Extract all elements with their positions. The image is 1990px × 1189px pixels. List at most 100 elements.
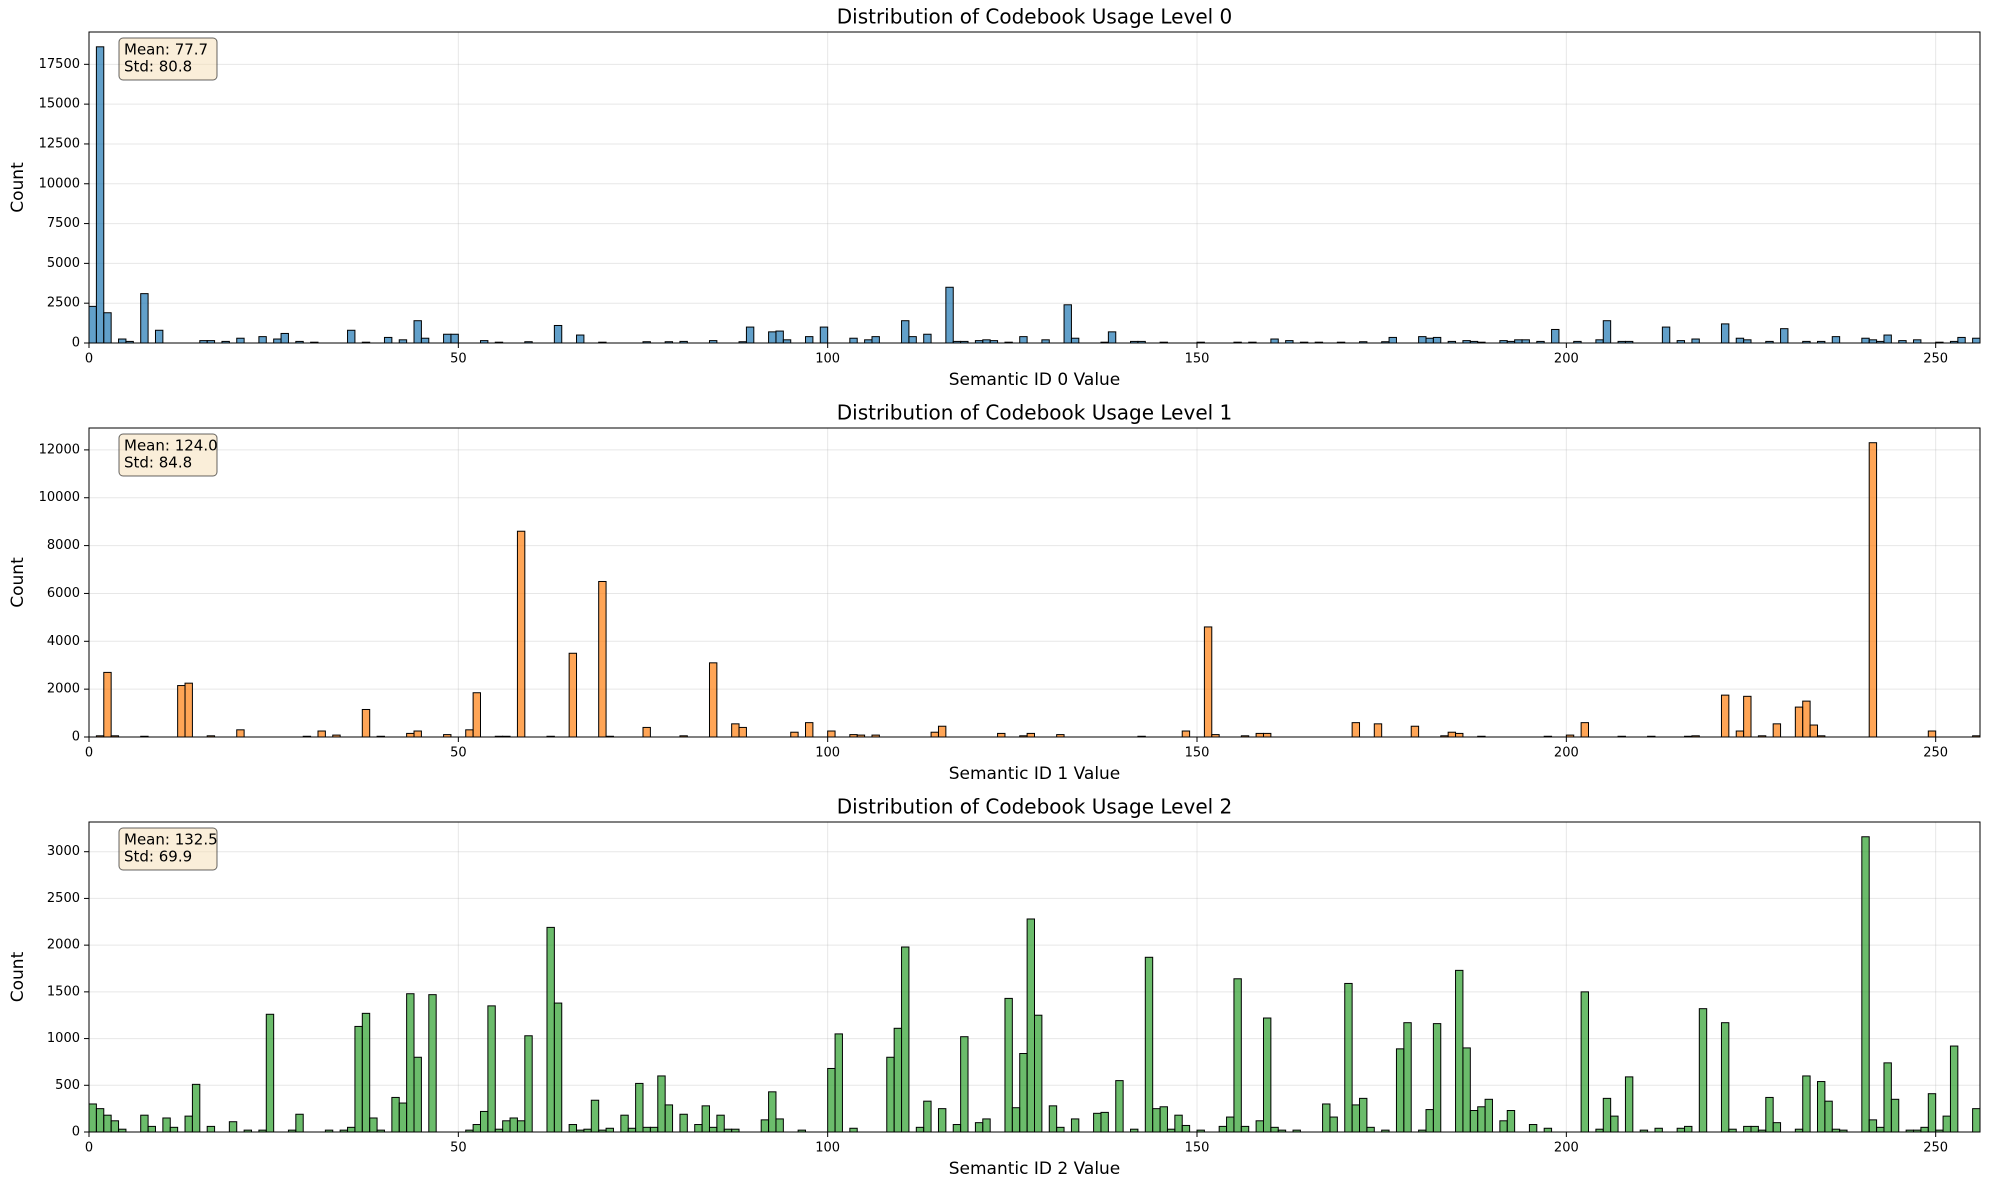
histogram-bar: [1543, 1127, 1553, 1133]
histogram-bar: [95, 1108, 105, 1133]
histogram-bar: [1093, 1112, 1102, 1133]
histogram-bar: [472, 1124, 481, 1133]
histogram-bar: [1691, 338, 1700, 344]
histogram-bar: [1026, 732, 1035, 738]
histogram-bar: [184, 682, 193, 738]
histogram-bar: [1654, 1127, 1663, 1133]
histogram-bar: [162, 1117, 171, 1133]
histogram-bar: [1876, 1126, 1885, 1133]
histogram-bar: [937, 725, 947, 738]
annotation-text: Mean: 77.7: [124, 41, 208, 59]
histogram-bar: [553, 1002, 563, 1133]
y-axis-label: Count: [8, 951, 28, 1002]
histogram-bar: [369, 1117, 378, 1133]
y-tick-label: 0: [72, 1125, 80, 1140]
histogram-bar: [1410, 725, 1420, 738]
histogram-bar: [479, 1110, 489, 1133]
histogram-bar: [1455, 732, 1464, 738]
histogram-bar: [1418, 336, 1427, 344]
histogram-bar: [258, 336, 267, 344]
histogram-bar: [1816, 1081, 1826, 1133]
y-tick-label: 6000: [47, 586, 80, 601]
histogram-bar: [1861, 337, 1870, 344]
y-tick-label: 0: [72, 336, 80, 351]
annotation-text: Std: 84.8: [124, 454, 192, 472]
histogram-bar: [1270, 338, 1279, 344]
histogram-bar: [184, 1115, 193, 1133]
histogram-bar: [1373, 723, 1383, 738]
annotation-text: Mean: 124.0: [124, 437, 218, 455]
histogram-bar: [1019, 1053, 1028, 1133]
histogram-bar: [657, 1075, 666, 1133]
histogram-bar: [398, 1102, 408, 1133]
histogram-bar: [716, 1114, 725, 1133]
histogram-bar: [1455, 969, 1464, 1133]
histogram-bar: [1602, 1097, 1612, 1133]
histogram-bar: [1528, 1124, 1538, 1133]
histogram-bar: [1366, 1126, 1375, 1133]
histogram-bar: [361, 708, 371, 738]
y-tick-label: 0: [72, 730, 80, 745]
histogram-bar: [1004, 997, 1013, 1133]
histogram-bar: [886, 1056, 895, 1133]
y-tick-label: 1000: [47, 1031, 80, 1046]
histogram-bar: [694, 1124, 703, 1133]
histogram-bar: [1255, 732, 1264, 738]
y-tick-label: 2000: [47, 682, 80, 697]
histogram-bar: [177, 685, 186, 738]
histogram-bar: [1388, 336, 1397, 344]
histogram-bar: [1720, 1022, 1730, 1133]
histogram-bar: [1270, 1126, 1279, 1133]
histogram-bar: [1942, 1115, 1951, 1133]
histogram-bar: [1462, 1047, 1471, 1133]
x-tick-label: 200: [1554, 746, 1579, 761]
histogram-bar: [1890, 1098, 1900, 1133]
histogram-bar: [1506, 1110, 1516, 1133]
histogram-bar: [1661, 326, 1671, 344]
histogram-bar: [598, 580, 607, 738]
histogram-bar: [1262, 732, 1272, 738]
histogram-bar: [974, 1122, 984, 1133]
histogram-bar: [937, 1108, 947, 1133]
x-axis-label: Semantic ID 1 Value: [949, 764, 1121, 784]
histogram-bar: [103, 312, 112, 344]
histogram-bar: [1624, 1076, 1634, 1133]
y-tick-label: 2500: [47, 891, 80, 906]
histogram-bar: [635, 1082, 644, 1133]
histogram-bar: [88, 1103, 97, 1133]
histogram-bar: [760, 1119, 770, 1133]
histogram-bar: [1610, 1115, 1619, 1133]
histogram-bar: [1432, 1023, 1442, 1133]
x-tick-label: 50: [450, 1141, 467, 1156]
histogram-bar: [745, 326, 755, 344]
histogram-bar: [1255, 1120, 1264, 1133]
histogram-bar: [154, 329, 164, 344]
histogram-bar: [1100, 1111, 1109, 1133]
histogram-bar: [347, 1126, 356, 1133]
histogram-bar: [1861, 836, 1870, 1133]
histogram-bar: [568, 1124, 578, 1133]
histogram-bar: [1048, 1105, 1058, 1133]
annotation-text: Std: 69.9: [124, 848, 192, 866]
histogram-bar: [1920, 1126, 1929, 1133]
histogram-bar: [383, 336, 393, 344]
histogram-bar: [1174, 1114, 1183, 1133]
histogram-bar: [103, 1114, 112, 1133]
histogram-bar: [1743, 1125, 1752, 1133]
histogram-bar: [1070, 337, 1080, 344]
x-tick-label: 0: [85, 1141, 93, 1156]
histogram-bar: [775, 1118, 784, 1133]
histogram-bar: [228, 1121, 238, 1133]
histogram-bar: [509, 1117, 518, 1133]
histogram-bar: [420, 337, 430, 344]
histogram-bar: [191, 1083, 201, 1133]
histogram-bar: [1063, 304, 1072, 344]
y-tick-label: 2500: [47, 296, 80, 311]
histogram-bar: [450, 333, 459, 344]
histogram-bar: [103, 671, 112, 738]
histogram-bar: [206, 1125, 216, 1133]
histogram-bar: [1831, 336, 1841, 344]
x-axis-label: Semantic ID 2 Value: [949, 1159, 1121, 1179]
y-tick-label: 17500: [39, 57, 80, 72]
histogram-bar: [1115, 1080, 1124, 1133]
